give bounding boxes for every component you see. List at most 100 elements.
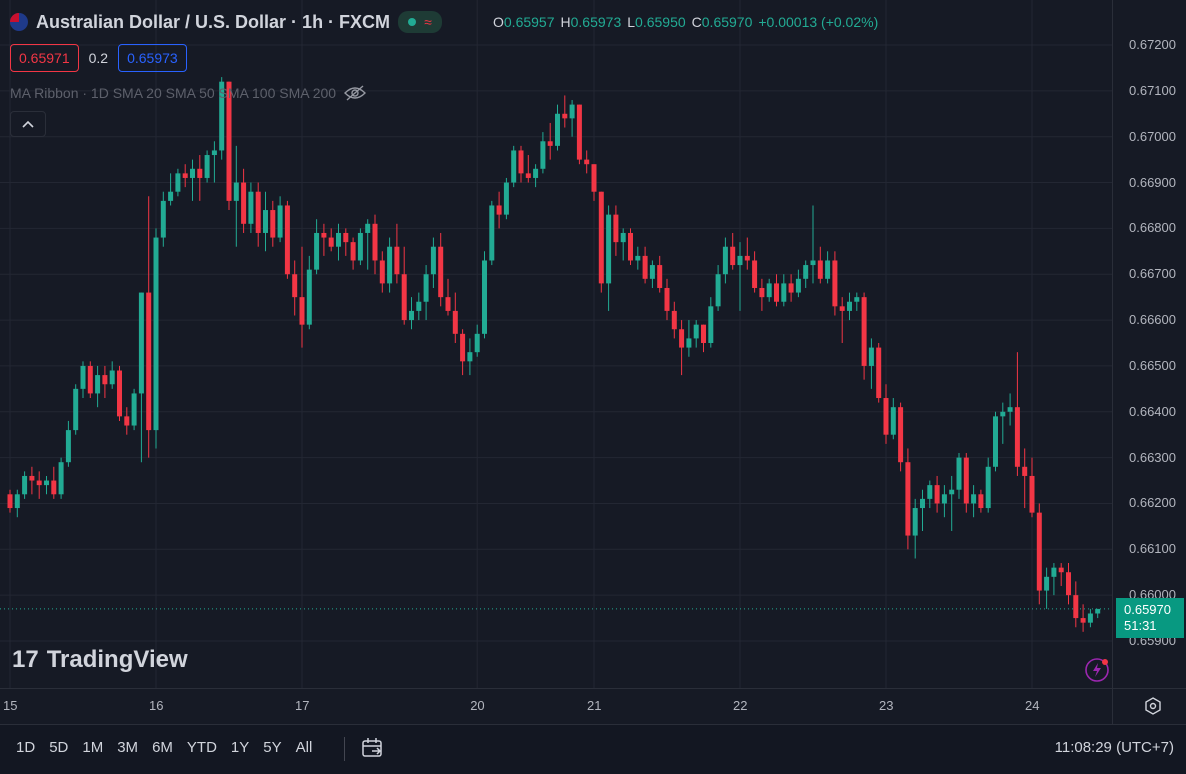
settings-hexagon-icon bbox=[1145, 697, 1161, 715]
buy-price-button[interactable]: 0.65973 bbox=[118, 44, 187, 72]
close-label: C bbox=[691, 14, 702, 30]
candle bbox=[372, 214, 378, 275]
close-value: 0.65970 bbox=[701, 14, 753, 30]
timeframe-button-1y[interactable]: 1Y bbox=[230, 739, 250, 756]
candle bbox=[671, 301, 677, 339]
candle-body bbox=[985, 466, 991, 509]
candle bbox=[1058, 563, 1064, 586]
candle-body bbox=[671, 310, 677, 330]
candle-body bbox=[80, 365, 86, 389]
candle-body bbox=[613, 214, 619, 243]
timeframe-button-5y[interactable]: 5Y bbox=[263, 739, 282, 756]
candle bbox=[1087, 608, 1093, 628]
candle bbox=[956, 453, 962, 499]
candle bbox=[124, 407, 130, 435]
candle bbox=[175, 168, 181, 197]
candle bbox=[1036, 503, 1042, 605]
candle bbox=[555, 104, 560, 151]
alert-bolt-icon[interactable] bbox=[1084, 657, 1110, 683]
candle-body bbox=[949, 489, 955, 495]
candle bbox=[598, 191, 604, 293]
candle-body bbox=[438, 246, 444, 298]
candle-body bbox=[36, 480, 42, 486]
candle bbox=[168, 173, 174, 206]
candle-body bbox=[788, 283, 794, 293]
candle bbox=[197, 155, 203, 201]
eye-hidden-icon[interactable] bbox=[344, 85, 367, 101]
candle-body bbox=[525, 173, 531, 178]
candle-body bbox=[839, 306, 845, 311]
candle-body bbox=[482, 260, 487, 334]
candle-body bbox=[160, 200, 166, 238]
timeframe-selector: 1D 5D 1M 3M 6M YTD 1Y 5Y All bbox=[16, 739, 312, 756]
candle bbox=[591, 164, 597, 201]
candle-body bbox=[715, 274, 721, 307]
candle bbox=[525, 155, 531, 183]
candle-body bbox=[270, 210, 276, 238]
candle-body bbox=[576, 104, 582, 160]
candle bbox=[263, 191, 268, 252]
candle bbox=[949, 475, 955, 531]
candle-body bbox=[657, 265, 663, 288]
sell-price-button[interactable]: 0.65971 bbox=[10, 44, 79, 72]
price-tick-label: 0.66400 bbox=[1129, 403, 1176, 419]
clock-timezone[interactable]: 11:08:29 (UTC+7) bbox=[1054, 739, 1174, 756]
timeframe-button-5d[interactable]: 5D bbox=[49, 739, 69, 756]
candle-body bbox=[876, 347, 882, 399]
candle bbox=[847, 292, 852, 321]
candle-body bbox=[847, 301, 852, 311]
candle bbox=[825, 251, 831, 284]
candle-body bbox=[1000, 411, 1006, 417]
indicator-legend[interactable]: MA Ribbon · 1D SMA 20 SMA 50 SMA 100 SMA… bbox=[10, 85, 367, 101]
candle bbox=[474, 324, 480, 357]
candle-body bbox=[963, 457, 969, 504]
timeframe-button-1d[interactable]: 1D bbox=[16, 739, 36, 756]
candle bbox=[708, 297, 714, 348]
timeframe-button-1m[interactable]: 1M bbox=[82, 739, 104, 756]
change-value: +0.00013 (+0.02%) bbox=[758, 14, 879, 30]
price-chart[interactable] bbox=[0, 0, 1186, 724]
collapse-legend-button[interactable] bbox=[10, 111, 46, 137]
candle-body bbox=[569, 104, 575, 119]
candle-body bbox=[357, 232, 363, 261]
candle bbox=[620, 228, 626, 261]
candle-body bbox=[394, 246, 400, 275]
candle-body bbox=[73, 388, 79, 431]
candle bbox=[679, 320, 685, 376]
timeframe-button-all[interactable]: All bbox=[295, 739, 313, 756]
timeframe-button-6m[interactable]: 6M bbox=[152, 739, 173, 756]
candle bbox=[343, 228, 349, 256]
candle-body bbox=[430, 246, 436, 275]
candle bbox=[489, 200, 495, 266]
chevron-up-icon bbox=[22, 120, 34, 128]
candle bbox=[649, 260, 655, 288]
candle bbox=[248, 182, 254, 233]
axis-settings-button[interactable] bbox=[1142, 695, 1164, 717]
timeframe-button-3m[interactable]: 3M bbox=[117, 739, 139, 756]
candle-body bbox=[628, 232, 633, 261]
chart-grid bbox=[0, 0, 1186, 724]
timeframe-button-ytd[interactable]: YTD bbox=[186, 739, 217, 756]
candle bbox=[839, 297, 845, 343]
candle-body bbox=[555, 113, 560, 146]
candle bbox=[350, 237, 356, 270]
candle-body bbox=[44, 480, 49, 486]
candle bbox=[146, 196, 152, 458]
date-range-icon[interactable] bbox=[360, 735, 386, 761]
candle-body bbox=[1029, 475, 1035, 513]
market-status-pill[interactable]: ≈ bbox=[398, 11, 442, 33]
candle-body bbox=[766, 283, 772, 298]
symbol-title[interactable]: Australian Dollar / U.S. Dollar · 1h · F… bbox=[36, 11, 391, 32]
candle bbox=[241, 168, 247, 233]
last-price-value: 0.65970 bbox=[1124, 602, 1171, 617]
candle-body bbox=[204, 155, 210, 178]
candle bbox=[759, 278, 765, 311]
tradingview-logo[interactable]: 17 TradingView bbox=[12, 646, 188, 674]
candle bbox=[774, 274, 779, 307]
candle-body bbox=[292, 274, 298, 298]
candle bbox=[985, 457, 991, 513]
candle-body bbox=[708, 306, 714, 343]
candle-body bbox=[175, 173, 181, 192]
candle-body bbox=[1044, 576, 1050, 591]
candle bbox=[518, 145, 524, 183]
